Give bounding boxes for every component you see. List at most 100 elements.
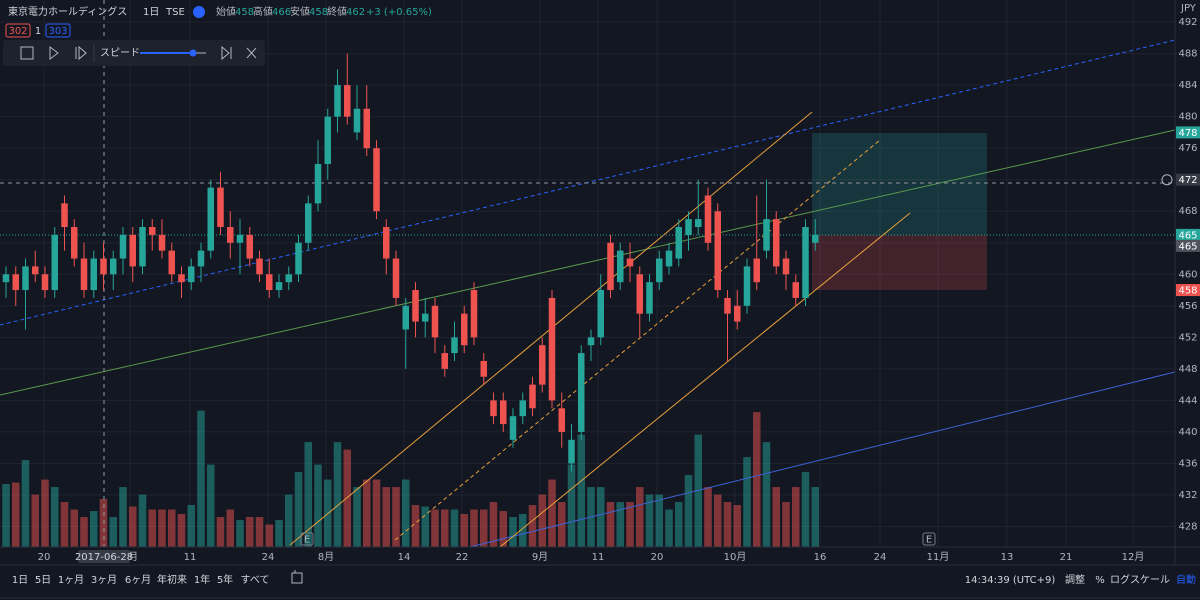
speed-label: スピード [100, 47, 140, 59]
candle-body [734, 305, 741, 322]
candle-body [71, 226, 78, 259]
time-tick-label: 22 [456, 552, 469, 563]
scale-option[interactable]: ログスケール [1110, 573, 1170, 586]
candle-body [656, 258, 663, 283]
volume-bar [567, 464, 576, 547]
range-button[interactable]: 5日 [35, 575, 51, 586]
replay-icon[interactable] [193, 6, 205, 18]
range-button[interactable]: 1ヶ月 [58, 574, 84, 586]
candle-body [568, 439, 575, 464]
time-tick-label: 11月 [927, 551, 950, 563]
play-button[interactable] [49, 46, 59, 60]
price-label-bg [1176, 126, 1200, 139]
step-button[interactable] [75, 45, 87, 61]
volume-bar [246, 517, 254, 547]
volume-bar [450, 509, 459, 547]
sell-price: 302 [8, 26, 27, 37]
scale-option[interactable]: 調整 [1065, 573, 1085, 586]
volume-bar [41, 479, 49, 547]
earnings-box[interactable] [922, 532, 936, 546]
candle-body [587, 337, 595, 346]
speed-thumb[interactable] [189, 49, 197, 57]
volume-bar [792, 487, 800, 547]
candle-body [217, 187, 224, 227]
candle-body [51, 234, 58, 291]
volume-bar [645, 494, 654, 547]
volume-bar [304, 442, 312, 547]
jump-button[interactable] [221, 45, 232, 61]
volume-bar [90, 511, 98, 547]
candle-body [344, 85, 351, 117]
volume-bar [733, 505, 741, 547]
volume-bar [12, 482, 20, 547]
candle-body [80, 258, 88, 291]
volume-bar [275, 520, 283, 547]
candle-body [158, 234, 166, 251]
volume-bar [197, 410, 205, 547]
candle-body [695, 219, 702, 227]
price-tick-label: 448 [1178, 364, 1197, 375]
scale-option[interactable]: 自動 [1176, 573, 1196, 586]
candle-body [646, 282, 653, 314]
candle-body [90, 258, 97, 291]
candle-body [178, 274, 185, 283]
volume-bar [548, 479, 556, 547]
range-button[interactable]: すべて [241, 574, 270, 586]
volume-bar [411, 505, 420, 547]
range-button[interactable]: 5年 [217, 573, 233, 586]
add-alert-button[interactable] [1161, 174, 1173, 186]
volume-bar [2, 484, 10, 547]
volume-bar [460, 514, 468, 547]
scale-option[interactable]: % [1095, 575, 1105, 586]
volume-bar [21, 460, 30, 547]
spread: 1 [35, 26, 41, 37]
price-tick-label: 492 [1178, 17, 1197, 28]
buy-badge[interactable] [45, 23, 71, 38]
range-button[interactable]: 3ヶ月 [91, 574, 117, 586]
range-button[interactable]: 年初来 [157, 573, 187, 586]
trend-line [0, 129, 1176, 396]
close-value: 462 [346, 7, 365, 18]
volume-bar [51, 487, 59, 547]
volume-bar [255, 517, 264, 547]
volume-bar [148, 509, 156, 547]
candle-body [461, 313, 468, 346]
close-button[interactable] [246, 47, 257, 59]
volume-bar [265, 524, 273, 547]
time-tick-label: 11 [592, 552, 605, 563]
range-button[interactable]: 1年 [194, 573, 210, 586]
candle-body [714, 211, 721, 291]
candle-body [266, 274, 273, 291]
earnings-box[interactable] [300, 532, 314, 546]
candle-body [441, 353, 448, 369]
volume-bar [762, 442, 771, 547]
volume-bar [363, 479, 371, 547]
price-tick-label: 480 [1178, 112, 1197, 123]
volume-bar [285, 494, 293, 547]
candles [2, 53, 819, 472]
range-button[interactable]: 1日 [12, 575, 28, 586]
drawings [0, 0, 1176, 548]
sell-badge[interactable] [5, 23, 31, 38]
volume-bar [353, 487, 361, 547]
candle-body [295, 242, 302, 275]
channel-line [499, 212, 911, 548]
replay-start-button[interactable] [20, 46, 34, 60]
range-button[interactable]: 6ヶ月 [125, 574, 151, 586]
volume-bar [31, 494, 39, 547]
volume-bar [723, 502, 732, 547]
time-tick-label: 16 [814, 552, 827, 563]
candle-body [500, 400, 507, 425]
volume-bar [372, 479, 381, 547]
volume-bar [382, 487, 390, 547]
volume-bar [177, 514, 186, 547]
price-tick-label: 436 [1178, 458, 1197, 469]
trade-badges: 302 1 303 [5, 23, 71, 38]
candle-body [22, 266, 29, 291]
volume-bar [811, 487, 819, 547]
candle-body [509, 416, 517, 440]
date-range-icon[interactable] [291, 570, 303, 584]
volume-bar [294, 472, 303, 547]
volume-bar [636, 487, 644, 547]
